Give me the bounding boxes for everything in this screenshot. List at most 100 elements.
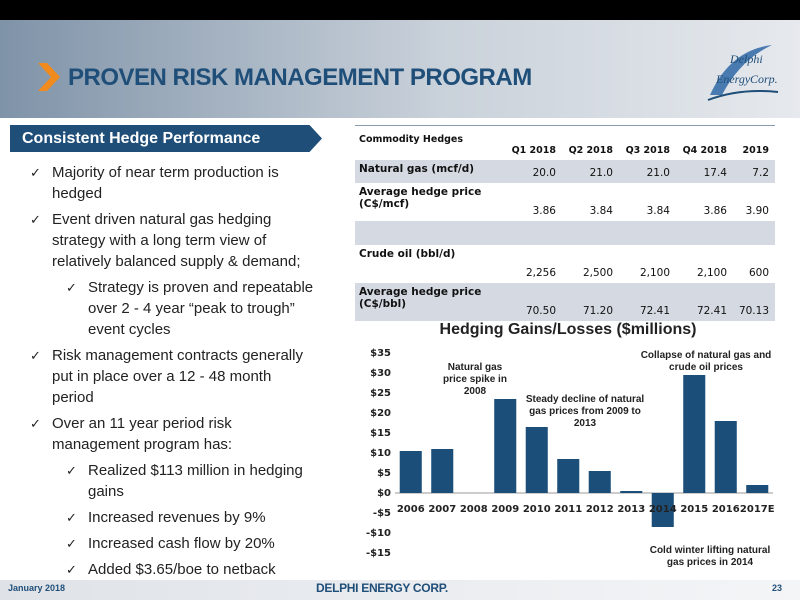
footer-company: DELPHI ENERGY CORP.	[316, 581, 448, 595]
table-title: Commodity Hedges	[359, 134, 464, 145]
row-label: Crude oil (bbl/d)	[359, 247, 456, 260]
bar	[714, 421, 737, 493]
bar	[620, 491, 643, 493]
column-header: 2019	[742, 144, 769, 156]
hedge-table: Commodity Hedges Q1 2018 Q2 2018 Q3 2018 Q4 …	[355, 125, 775, 321]
cell: 2,500	[582, 266, 613, 279]
cell: 600	[748, 266, 769, 279]
x-tick-label: 2014	[649, 504, 677, 515]
x-tick-label: 2008	[460, 504, 488, 515]
cell: 2,256	[525, 266, 556, 279]
y-tick-label: -$10	[366, 528, 391, 539]
bar	[494, 399, 517, 493]
y-tick-label: $15	[370, 428, 391, 439]
annotation: Steady decline of natural gas prices fro…	[525, 394, 645, 429]
bar	[399, 451, 422, 493]
x-tick-label: 2010	[523, 504, 551, 515]
cell: 72.41	[696, 304, 727, 317]
y-tick-label: $30	[370, 368, 391, 379]
cell: 70.13	[738, 304, 769, 317]
bullet: Increased revenues by 9%	[66, 507, 318, 528]
y-tick-label: $35	[370, 348, 391, 359]
annotation: Cold winter lifting natural gas prices i…	[649, 545, 771, 568]
x-tick-label: 2011	[554, 504, 582, 515]
logo-swoosh	[707, 45, 779, 101]
row-label: Average hedge price (C$/bbl)	[359, 285, 482, 310]
cell: 17.4	[703, 166, 727, 179]
y-tick-label: -$5	[373, 508, 391, 519]
cell: 21.0	[646, 166, 670, 179]
logo-text: Energy	[716, 72, 751, 86]
chart-title: Hedging Gains/Losses ($millions)	[440, 321, 697, 338]
cell: 21.0	[589, 166, 613, 179]
cell: 70.50	[525, 304, 556, 317]
cell: 3.90	[745, 204, 769, 217]
bullet-list: Majority of near term production is hedg…	[0, 162, 330, 585]
cell: 7.2	[752, 166, 769, 179]
bar	[651, 493, 674, 527]
bar	[683, 375, 706, 493]
x-tick-label: 2006	[397, 504, 425, 515]
chevron-icon	[38, 63, 60, 91]
cell: 20.0	[532, 166, 556, 179]
row-label: Average hedge price (C$/mcf)	[359, 185, 482, 210]
x-tick-label: 2015	[680, 504, 708, 515]
footer-band	[0, 580, 800, 600]
cell: 3.86	[532, 204, 556, 217]
x-tick-label: 2009	[491, 504, 519, 515]
table-row: Natural gas (mcf/d) 20.0 21.0 21.0 17.4 7.2	[355, 159, 775, 183]
column-header: Q3 2018	[625, 144, 670, 156]
bullet: Added $3.65/boe to netback	[66, 559, 318, 580]
cell: 3.84	[646, 204, 670, 217]
x-tick-label: 2016	[712, 504, 740, 515]
cell: 71.20	[582, 304, 613, 317]
section-heading: Consistent Hedge Performance	[10, 125, 322, 152]
y-tick-label: $0	[377, 488, 391, 499]
column-header: Q4 2018	[682, 144, 727, 156]
cell: 3.84	[589, 204, 613, 217]
bar	[525, 427, 548, 493]
spacer-row	[355, 220, 775, 245]
bullet: Over an 11 year period risk management p…	[30, 413, 317, 455]
y-tick-label: $20	[370, 408, 391, 419]
table-row: Average hedge price (C$/mcf) 3.86 3.84 3.84…	[355, 183, 775, 221]
annotation: Natural gas price spike in 2008	[443, 362, 507, 397]
column-header: Q2 2018	[568, 144, 613, 156]
y-tick-label: $5	[377, 468, 391, 479]
x-tick-label: 2017E	[740, 504, 775, 515]
logo: Delphi Energy Corp.	[700, 40, 780, 110]
logo-text: Delphi	[730, 52, 763, 66]
bar	[431, 449, 454, 493]
cell: 2,100	[639, 266, 670, 279]
logo-text: Corp.	[750, 72, 778, 86]
annotation: Collapse of natural gas and crude oil pr…	[640, 350, 772, 373]
bullet: Risk management contracts generally put …	[30, 345, 317, 408]
bar	[557, 459, 580, 493]
column-header: Q1 2018	[511, 144, 556, 156]
bullet: Strategy is proven and repeatable over 2…	[66, 277, 318, 340]
bar	[746, 485, 769, 493]
x-tick-label: 2012	[586, 504, 614, 515]
top-bar	[0, 0, 800, 20]
x-tick-label: 2007	[428, 504, 456, 515]
bullet: Event driven natural gas hedging strateg…	[30, 209, 317, 272]
row-label: Natural gas (mcf/d)	[359, 162, 475, 175]
bullet: Increased cash flow by 20%	[66, 533, 318, 554]
table-header: Commodity Hedges Q1 2018 Q2 2018 Q3 2018 Q4 …	[355, 126, 775, 160]
footer-date: January 2018	[8, 583, 66, 593]
bullet: Majority of near term production is hedg…	[30, 162, 317, 204]
cell: 3.86	[703, 204, 727, 217]
bullet: Realized $113 million in hedging gains	[66, 460, 318, 502]
table-row: Average hedge price (C$/bbl) 70.50 71.20 72…	[355, 282, 775, 321]
y-tick-label: $10	[370, 448, 391, 459]
bar	[588, 471, 611, 493]
page-number: 23	[772, 583, 783, 593]
cell: 72.41	[639, 304, 670, 317]
table-row: Crude oil (bbl/d) 2,256 2,500 2,100 2,100 600	[355, 245, 775, 283]
y-tick-label: -$15	[366, 548, 391, 559]
y-tick-label: $25	[370, 388, 391, 399]
slide-title: PROVEN RISK MANAGEMENT PROGRAM	[68, 64, 532, 91]
x-tick-label: 2013	[617, 504, 645, 515]
